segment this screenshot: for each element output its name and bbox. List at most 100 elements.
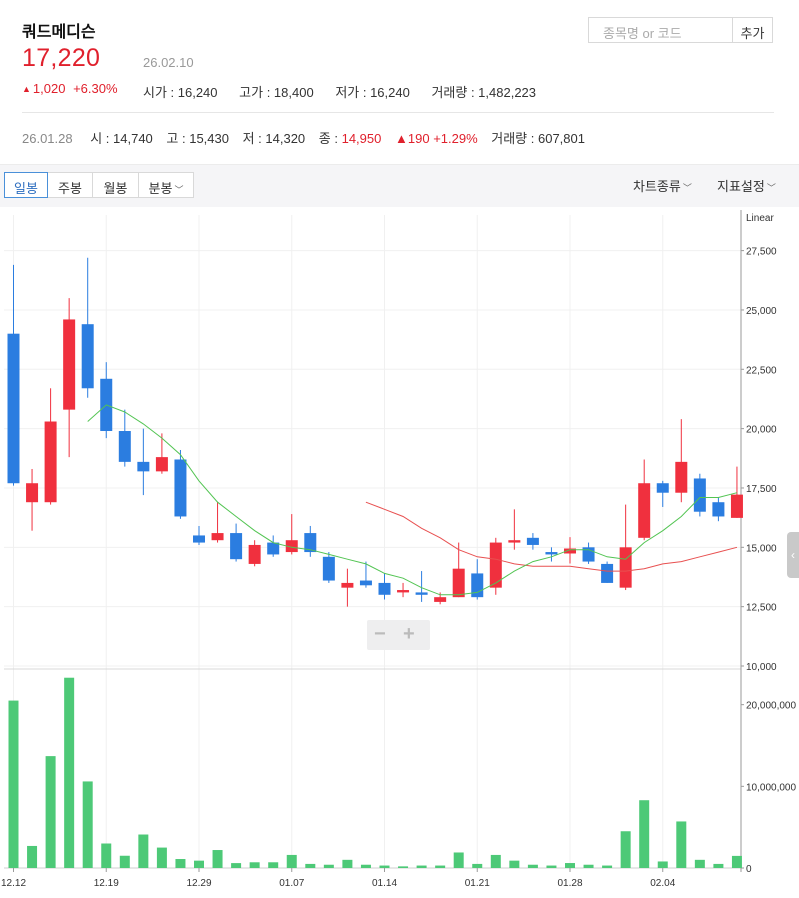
date-tick-label: 12.12 [1, 878, 26, 889]
price-tick-label: 17,500 [746, 484, 777, 495]
zoom-out-icon[interactable]: − [374, 623, 386, 645]
volume-bar [379, 865, 390, 868]
candle-body [489, 542, 502, 588]
price-tick-label: 12,500 [746, 603, 777, 614]
hover-close-label: 종 : [318, 131, 342, 146]
candle-body [656, 483, 669, 493]
current-price: 17,220 [22, 44, 101, 72]
zoom-in-icon[interactable]: + [403, 623, 415, 645]
stock-chart[interactable]: 10,000 12,500 15,000 17,500 20,000 22,500 25,0… [0, 206, 799, 898]
date-axis: 12.12 12.19 12.29 01.07 01.14 01.21 01.28 02.04 [1, 868, 676, 889]
date-tick-label: 01.21 [465, 878, 490, 889]
price-stats: 시가 : 16,240 고가 : 18,400 저가 : 16,240 거래량 … [143, 82, 554, 101]
candle-body [285, 540, 298, 553]
price-date: 26.02.10 [143, 55, 194, 70]
volume-bar [583, 864, 594, 868]
volume-bar [323, 864, 334, 868]
volume-bar [731, 855, 742, 868]
volume-bar [286, 854, 297, 868]
ma5-line [87, 404, 738, 596]
up-triangle-icon: ▲ [394, 131, 408, 146]
candle-body [601, 563, 614, 583]
candle-body [675, 461, 688, 493]
volume-bar [360, 864, 371, 868]
candle-body [712, 502, 725, 517]
candle-body [137, 461, 150, 472]
tab-daily[interactable]: 일봉 [4, 172, 48, 198]
chevron-down-icon: ﹀ [174, 185, 184, 195]
divider [22, 112, 774, 113]
date-tick-label: 02.04 [650, 878, 675, 889]
volume-bar [527, 864, 538, 868]
price-tick-label: 15,000 [746, 543, 777, 554]
tab-monthly[interactable]: 월봉 [93, 172, 139, 198]
volume-bar [713, 863, 724, 868]
volume-bar [194, 860, 204, 868]
side-panel-toggle[interactable]: ‹ [787, 532, 799, 578]
moving-averages [87, 404, 738, 596]
chart-type-dropdown[interactable]: 차트종류 ﹀ [633, 176, 692, 195]
volume-tick-label: 10,000,000 [746, 782, 796, 793]
volume-bar [639, 800, 650, 868]
candle-body [118, 431, 131, 462]
candle-body [341, 582, 354, 588]
hover-low: 저 : 14,320 [242, 131, 306, 146]
volume-bar [45, 756, 56, 868]
volume-bar [119, 855, 130, 868]
volume-bar [156, 847, 167, 868]
volume-bar [546, 865, 557, 868]
price-axis: 10,000 12,500 15,000 17,500 20,000 22,500 25,0… [741, 247, 777, 673]
candle-body [730, 494, 743, 518]
candle-body [564, 548, 576, 554]
tab-weekly[interactable]: 주봉 [48, 172, 93, 198]
change-amount: 1,020 [32, 81, 66, 96]
candle-body [81, 324, 94, 389]
volume-bar [416, 865, 427, 868]
search-input[interactable]: 종목명 or 코드 [588, 17, 733, 43]
candle-body [155, 457, 168, 472]
volume-bar [231, 863, 242, 868]
tab-minute-label: 분봉 [148, 181, 173, 196]
price-panel [4, 215, 741, 666]
candle-body [248, 544, 261, 564]
volume-bar [64, 677, 75, 868]
volume-bar [602, 865, 613, 868]
price-tick-label: 25,000 [746, 306, 777, 317]
volume-bar [657, 861, 668, 868]
candles [7, 257, 743, 607]
hover-close-value: 14,950 [341, 131, 382, 146]
candle-body [230, 533, 243, 560]
tab-minute[interactable]: 분봉 ﹀ [139, 172, 194, 198]
volume-bar [249, 862, 260, 868]
candle-body [619, 547, 632, 588]
hover-change-amount: 190 [407, 131, 430, 146]
candle-body [211, 533, 224, 541]
volume-bar [27, 845, 38, 868]
volume-bar [565, 863, 575, 868]
high-price: 고가 : 18,400 [239, 85, 314, 100]
volume-bar [8, 700, 19, 868]
candle-body [63, 319, 76, 410]
hover-date: 26.01.28 [22, 131, 73, 146]
add-button[interactable]: 추가 [733, 17, 773, 43]
price-tick-label: 10,000 [746, 662, 777, 673]
price-tick-label: 20,000 [746, 425, 777, 436]
volume-tick-label: 0 [746, 864, 752, 875]
zoom-control: − + [367, 620, 430, 650]
change-percent: +6.30% [73, 81, 118, 96]
candle-body [693, 478, 706, 512]
chart-grid [4, 210, 742, 872]
candle-body [7, 333, 20, 484]
candle-body [378, 582, 391, 595]
hover-day-info: 26.01.28 시 : 14,740 고 : 15,430 저 : 14,32… [22, 128, 585, 147]
hover-volume: 거래량 : 607,801 [491, 131, 585, 146]
scale-label: Linear [746, 213, 774, 224]
candle-body [193, 535, 205, 543]
ma20-line [365, 501, 738, 572]
hover-close: 종 : 14,950 [319, 131, 382, 146]
volume-bar [435, 865, 446, 868]
low-price: 저가 : 16,240 [335, 85, 410, 100]
volume-bar [398, 866, 409, 868]
volume-bar [472, 863, 483, 868]
indicator-dropdown[interactable]: 지표설정 ﹀ [717, 176, 776, 195]
